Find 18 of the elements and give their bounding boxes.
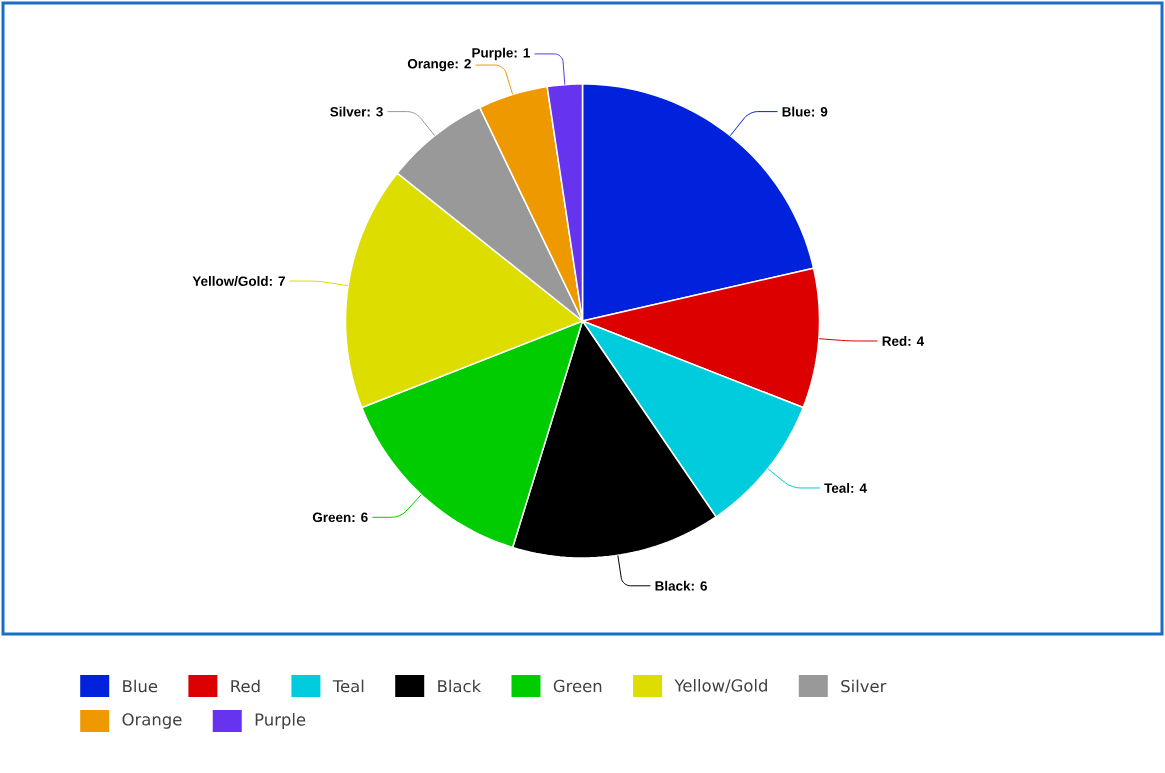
data-label: Green: 6: [312, 512, 368, 523]
data-label: Red: 4: [882, 336, 925, 346]
legend-label: Teal: [332, 679, 364, 693]
data-label: Blue: 9: [782, 106, 828, 117]
data-label: Black: 6: [655, 580, 707, 591]
legend-label: Blue: [123, 679, 158, 693]
legend-label: Red: [231, 679, 260, 693]
legend-label: Green: [553, 679, 602, 693]
legend-label: Yellow/Gold: [674, 678, 767, 693]
legend-label: Orange: [122, 713, 182, 729]
data-label: Teal: 4: [824, 483, 867, 493]
data-label: Purple: 1: [472, 47, 530, 61]
legend-label: Purple: [255, 713, 306, 729]
data-label: Silver: 3: [330, 106, 383, 117]
legend-label: Black: [438, 679, 482, 693]
legend-label: Silver: [841, 679, 887, 693]
data-label: Yellow/Gold: 7: [192, 276, 285, 287]
data-label: Orange: 2: [407, 58, 471, 72]
